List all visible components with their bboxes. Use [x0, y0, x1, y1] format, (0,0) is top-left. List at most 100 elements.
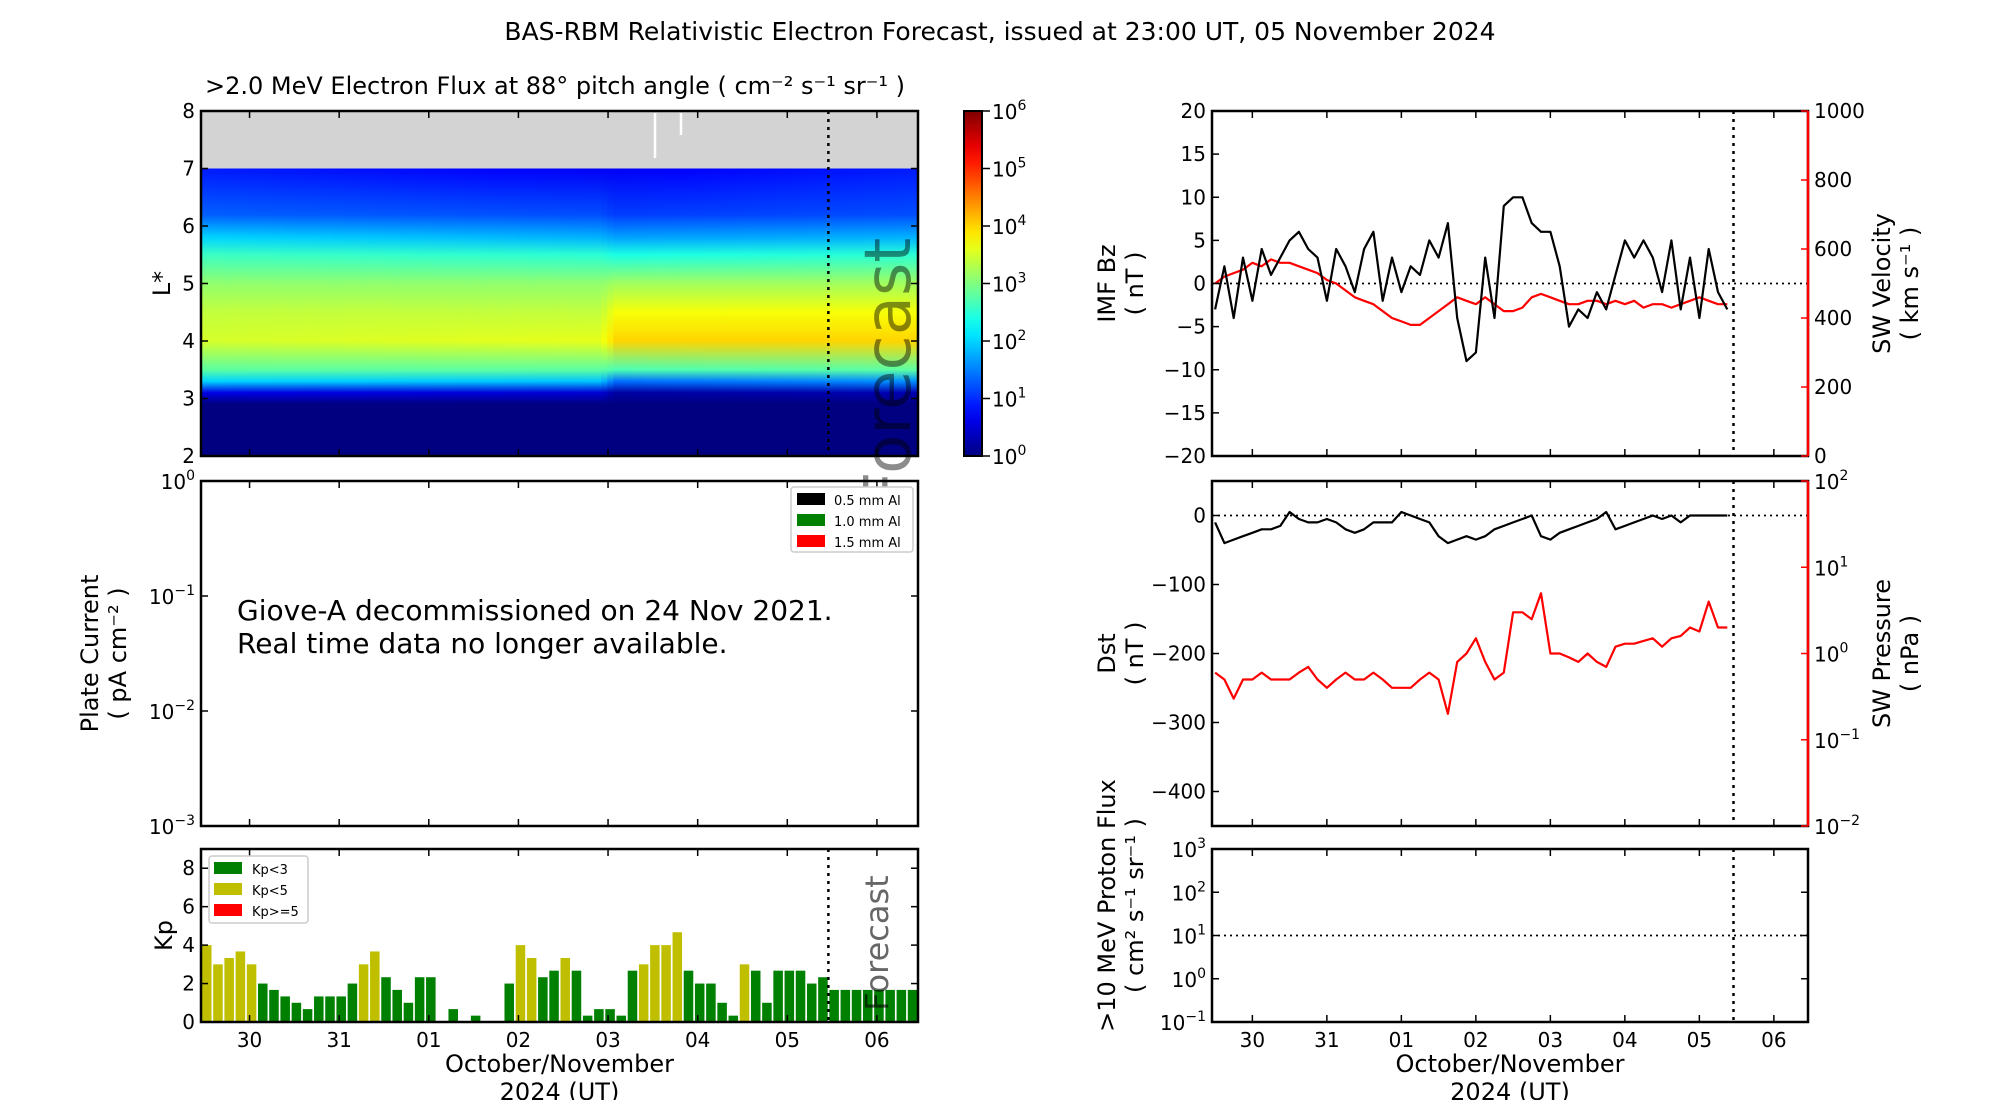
kp-bar: [403, 1002, 414, 1022]
imf-ytick-label: 5: [1193, 228, 1206, 252]
x-tick-label: 31: [326, 1028, 351, 1052]
flux-column: [440, 168, 447, 456]
flux-column: [499, 168, 507, 456]
kp-bar: [818, 977, 828, 1022]
flux-ytick-label: 3: [182, 387, 195, 411]
x-tick-label: 02: [1463, 1028, 1488, 1052]
proton-ytick-label: 102: [1172, 879, 1206, 905]
kp-y-label: Kp: [150, 920, 178, 951]
flux-column: [404, 168, 411, 456]
forecast-watermark: Forecast: [852, 238, 926, 509]
flux-column: [451, 168, 459, 456]
kp-bar: [784, 970, 795, 1022]
kp-bar: [269, 989, 279, 1022]
kp-bar: [314, 996, 324, 1022]
flux-column: [457, 168, 465, 456]
flux-column: [302, 168, 310, 456]
kp-bar: [392, 989, 402, 1022]
flux-column: [810, 168, 818, 456]
dst-ytick-label: −400: [1151, 780, 1206, 804]
kp-bar: [829, 989, 839, 1022]
kp-ytick-label: 2: [182, 972, 195, 996]
imf-right-y-label-line1: SW Velocity: [1868, 213, 1896, 354]
flux-column: [858, 168, 865, 456]
flux-column: [523, 168, 531, 456]
kp-bar: [325, 996, 335, 1022]
x-axis-label: October/November: [445, 1050, 674, 1078]
flux-column: [290, 168, 298, 456]
legend-swatch: [797, 514, 825, 526]
flux-column: [565, 168, 573, 456]
flux-column: [816, 168, 823, 456]
flux-column: [589, 168, 596, 456]
dst-right-ytick-label: 102: [1814, 468, 1848, 494]
x-tick-label: 30: [237, 1028, 262, 1052]
flux-column: [344, 168, 351, 456]
imf-right-ytick-label: 1000: [1814, 99, 1865, 123]
x-tick-label: 01: [416, 1028, 441, 1052]
flux-column: [798, 168, 806, 456]
colorbar-tick-label: 101: [992, 386, 1026, 412]
kp-ytick-label: 0: [182, 1010, 195, 1034]
imf-left-series-line: [1214, 196, 1729, 363]
flux-column: [583, 168, 590, 456]
kp-bar: [213, 964, 223, 1022]
imf-ytick-label: 15: [1181, 142, 1206, 166]
imf-right-ytick-label: 400: [1814, 306, 1852, 330]
imf-y-label-line1: IMF Bz: [1093, 244, 1121, 322]
kp-bar: [358, 964, 369, 1022]
colorbar-tick-label: 100: [992, 443, 1026, 469]
flux-column: [732, 168, 740, 456]
legend-label: 1.0 mm Al: [834, 515, 901, 530]
flux-column: [690, 168, 698, 456]
kp-bar: [672, 932, 683, 1022]
colorbar-tick-label: 104: [992, 213, 1026, 239]
flux-column: [332, 168, 340, 456]
imf-y-label-line2: ( nT ): [1121, 252, 1149, 316]
flux-column: [714, 168, 722, 456]
flux-column: [469, 168, 477, 456]
flux-column: [613, 168, 620, 456]
flux-ytick-label: 5: [182, 272, 195, 296]
flux-column: [870, 168, 877, 456]
kp-bar: [258, 983, 268, 1022]
flux-column: [296, 168, 304, 456]
flux-column: [422, 168, 429, 456]
flux-column: [601, 168, 608, 456]
flux-column: [876, 168, 883, 456]
flux-column: [398, 168, 405, 456]
kp-bar: [549, 970, 559, 1022]
legend-label: Kp<5: [252, 884, 288, 899]
legend-label: 1.5 mm Al: [834, 536, 901, 551]
colorbar-tick-label: 106: [992, 98, 1026, 124]
flux-column: [607, 168, 614, 456]
flux-panel-title: >2.0 MeV Electron Flux at 88° pitch angl…: [205, 72, 905, 100]
kp-bar: [795, 970, 806, 1022]
imf-right-ytick-label: 0: [1814, 444, 1827, 468]
kp-bar: [526, 957, 537, 1022]
kp-bar: [762, 1002, 772, 1022]
imf-ytick-label: −20: [1164, 444, 1206, 468]
dst-right-y-label-line2: ( nPa ): [1896, 615, 1924, 692]
flux-column: [774, 168, 782, 456]
flux-ytick-label: 4: [182, 329, 195, 353]
kp-bar: [706, 983, 716, 1022]
kp-ytick-label: 6: [182, 895, 195, 919]
flux-column: [320, 168, 328, 456]
flux-column: [780, 168, 788, 456]
flux-column: [679, 168, 686, 456]
flux-column: [517, 168, 525, 456]
dst-right-ytick-label: 100: [1814, 641, 1848, 667]
kp-bar: [627, 970, 638, 1022]
flux-column: [493, 168, 501, 456]
imf-frame: [1210, 109, 1810, 458]
kp-bar: [885, 989, 895, 1022]
kp-bar: [728, 1015, 739, 1022]
kp-bar: [302, 1009, 313, 1022]
kp-bar: [896, 989, 907, 1022]
decommission-notice: Real time data no longer available.: [237, 627, 728, 660]
x-tick-label: 06: [1761, 1028, 1786, 1052]
kp-bar: [605, 1009, 615, 1022]
colorbar-tick-label: 103: [992, 271, 1026, 297]
x-axis-label: October/November: [1396, 1050, 1625, 1078]
